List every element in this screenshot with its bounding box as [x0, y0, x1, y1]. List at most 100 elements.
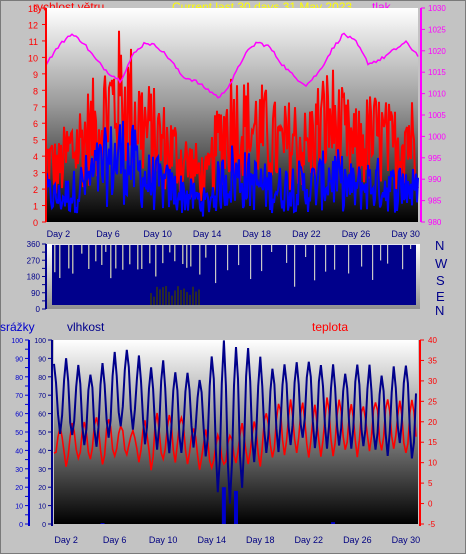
humidity-axis-tick-label: 70	[38, 393, 46, 400]
wind-direction-gap	[88, 244, 90, 269]
wind-direction-gap	[101, 244, 103, 265]
humidity-axis-tick-label: 10	[38, 504, 46, 511]
wind-axis-tick-label: 8	[33, 86, 38, 96]
wind-direction-gap	[199, 244, 201, 275]
wind-direction-dark-bar	[174, 290, 176, 305]
pressure-axis-tick-label: 1020	[428, 47, 446, 56]
wind-direction-dark-bar	[198, 289, 200, 305]
wind-direction-dark-bar	[168, 291, 170, 305]
wind-direction-gap	[162, 244, 164, 264]
humidity-axis-tick-label: 30	[38, 467, 46, 474]
wind-direction-gap	[105, 244, 107, 252]
wind-direction-gap	[387, 244, 389, 264]
wind-axis-tick-label: 9	[33, 70, 38, 80]
precip-axis-tick-label: 30	[15, 467, 23, 474]
pressure-axis-tick-label: 985	[428, 197, 442, 206]
wind-direction-gap	[95, 244, 97, 262]
temperature-axis-tick-label: -5	[428, 520, 436, 529]
day-tick-label: Day 10	[143, 229, 172, 239]
day-tick-label: Day 22	[292, 229, 321, 239]
wind-direction-gap	[250, 244, 252, 280]
precip-axis-tick-label: 70	[15, 393, 23, 400]
day-tick-label: Day 6	[103, 535, 127, 545]
temperature-axis-tick-label: 25	[428, 397, 437, 406]
wind-direction-gap	[190, 244, 192, 267]
wind-direction-gap	[215, 244, 217, 284]
wind-axis-tick-label: 1	[33, 202, 38, 212]
wind-direction-gap	[238, 244, 240, 266]
wind-direction-gap	[286, 244, 288, 263]
pressure-axis-tick-label: 995	[428, 154, 442, 163]
compass-n-bottom: N	[435, 303, 445, 318]
wind-direction-gap	[348, 244, 350, 274]
pressure-axis-tick-label: 1015	[428, 68, 446, 77]
pressure-axis-tick-label: 990	[428, 175, 442, 184]
wind-gust-series	[45, 120, 419, 217]
day-tick-label: Day 26	[342, 229, 371, 239]
wind-axis-tick-label: 11	[29, 37, 38, 47]
humidity-series	[53, 340, 417, 504]
wind-direction-gap	[314, 244, 316, 281]
wind-direction-gap	[59, 244, 61, 279]
wind-direction-gap	[325, 244, 327, 272]
wind-direction-gap	[81, 244, 83, 254]
wind-axis-tick-label: 7	[33, 103, 38, 113]
wind-direction-gap	[169, 244, 171, 253]
wind-direction-dark-bar	[189, 294, 191, 305]
precip-axis-tick-label: 60	[15, 412, 23, 419]
precip-label: srážky	[0, 320, 35, 334]
wind-direction-gap	[410, 244, 412, 249]
pressure-axis-tick-label: 1025	[428, 25, 446, 34]
temperature-axis-tick-label: 5	[428, 479, 433, 488]
wind-direction-gap	[372, 244, 374, 280]
wind-direction-dark-bar	[195, 291, 197, 305]
pressure-axis-tick-label: 980	[428, 218, 442, 227]
humidity-axis-tick-label: 100	[34, 338, 46, 345]
wind-direction-dark-bar	[165, 286, 167, 305]
pressure-axis-tick-label: 1010	[428, 90, 446, 99]
pressure-series	[45, 32, 419, 99]
wind-direction-gap	[115, 244, 117, 269]
wind-direction-dark-bar	[183, 288, 185, 305]
pressure-axis-tick-label: 1030	[428, 4, 446, 13]
pressure-axis-tick-label: 1005	[428, 111, 446, 120]
wind-axis-tick-label: 2	[33, 185, 38, 195]
wind-direction-dark-bar	[153, 296, 155, 305]
compass-n-top: N	[435, 238, 445, 253]
precip-axis-tick-label: 100	[11, 338, 23, 345]
temperature-axis-tick-label: 20	[428, 418, 437, 427]
wind-direction-dark-bar	[177, 286, 179, 305]
day-tick-label: Day 10	[149, 535, 178, 545]
wind-direction-gap	[305, 244, 307, 258]
temperature-label: teplota	[312, 320, 349, 334]
wind-direction-gap	[334, 244, 336, 270]
wind-direction-gap	[182, 244, 184, 265]
wind-direction-gap	[174, 244, 176, 262]
wind-direction-gap	[122, 244, 124, 270]
day-tick-label: Day 14	[193, 229, 222, 239]
wind-axis-tick-label: 13	[28, 4, 38, 14]
wind-direction-gap	[54, 244, 56, 273]
wind-direction-gap	[402, 244, 404, 270]
precip-bar	[221, 487, 226, 524]
wind-direction-gap	[227, 244, 229, 271]
wind-direction-fill	[52, 244, 416, 305]
precip-axis-tick-label: 40	[15, 448, 23, 455]
wind-axis-tick-label: 5	[33, 136, 38, 146]
wind-axis-tick-label: 4	[33, 152, 38, 162]
precip-bar	[234, 490, 238, 524]
precip-axis-tick-label: 90	[15, 356, 23, 363]
wind-direction-gap	[271, 244, 273, 252]
day-tick-label: Day 14	[197, 535, 226, 545]
direction-axis-tick-label: 360	[27, 240, 41, 249]
humidity-axis-tick-label: 80	[38, 375, 46, 382]
wind-direction-gap	[149, 244, 151, 264]
compass-e: E	[436, 289, 445, 304]
wind-direction-gap	[294, 244, 296, 287]
day-tick-label: Day 18	[243, 229, 272, 239]
day-tick-label: Day 2	[47, 229, 71, 239]
pressure-axis-tick-label: 1000	[428, 132, 446, 141]
wind-direction-dark-bar	[192, 286, 194, 305]
temperature-axis-tick-label: 15	[428, 438, 437, 447]
